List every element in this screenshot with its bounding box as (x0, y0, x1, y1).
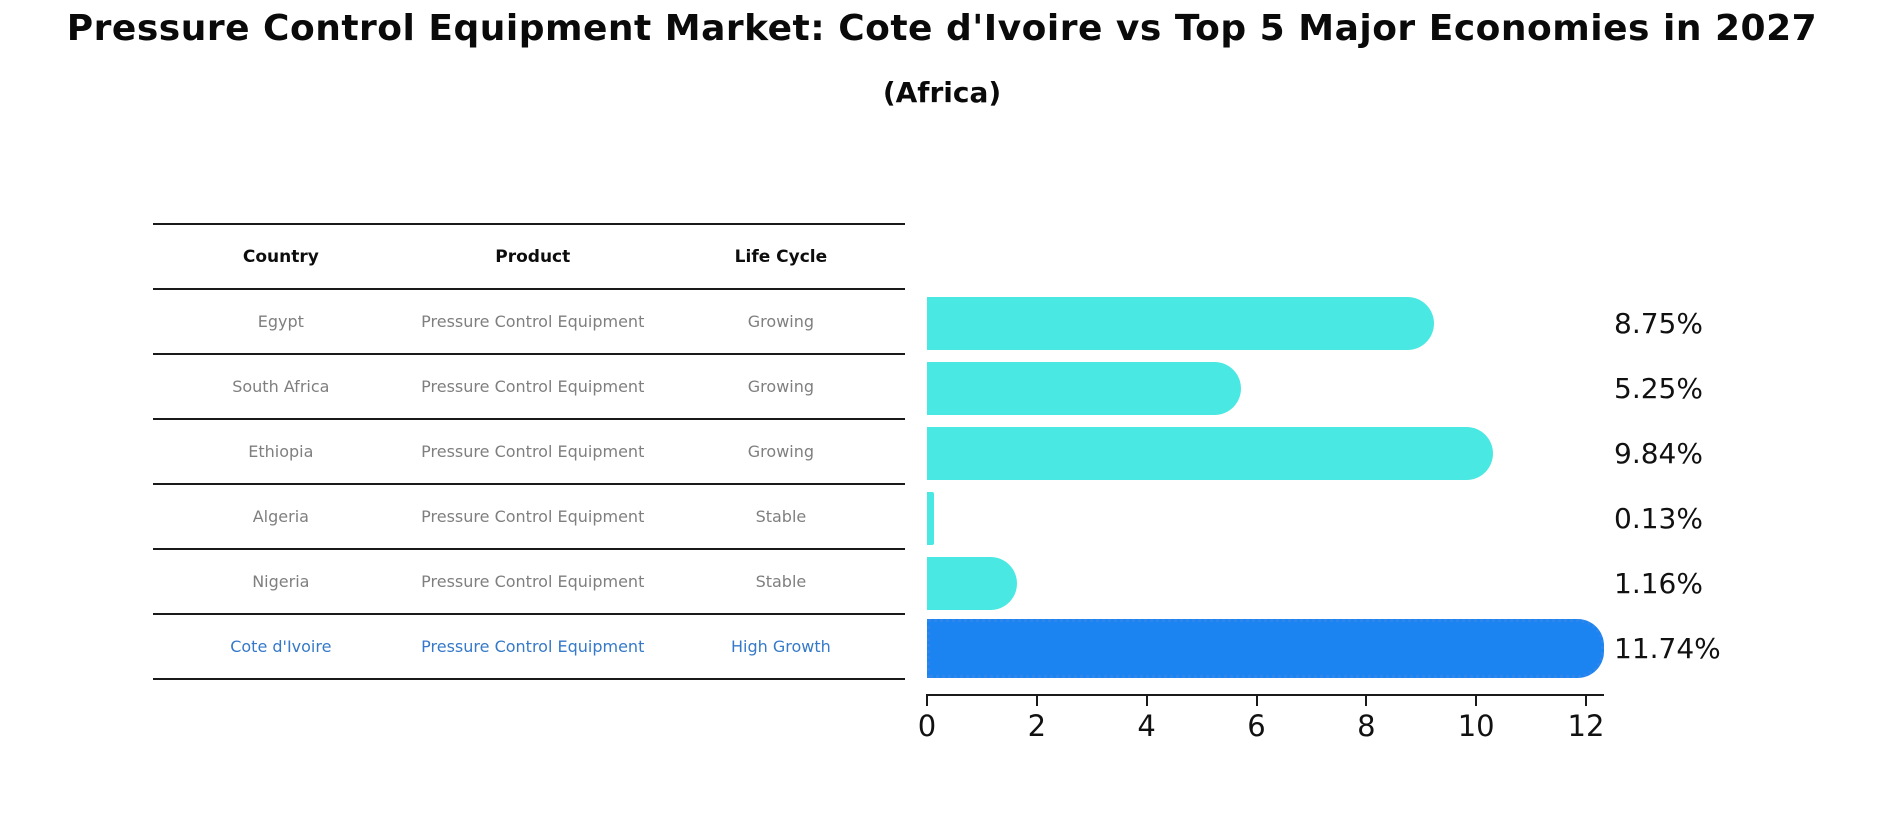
cell-product: Pressure Control Equipment (421, 507, 645, 526)
cell-life-cycle: Growing (747, 377, 815, 396)
table-header-row: Country Product Life Cycle (153, 223, 905, 288)
cell-life-cycle: Growing (747, 312, 815, 331)
bar-value-label: 9.84% (1614, 437, 1703, 470)
x-axis-tick-label: 0 (917, 709, 937, 743)
header-country: Country (242, 246, 319, 267)
x-axis-tick (1585, 696, 1587, 706)
bar-value-label: 1.16% (1614, 567, 1703, 600)
table-row: Cote d'Ivoire Pressure Control Equipment… (153, 613, 905, 678)
bar-value-label: 11.74% (1614, 632, 1721, 665)
bar (927, 492, 935, 545)
chart-title: Pressure Control Equipment Market: Cote … (66, 8, 1818, 49)
x-axis-tick (1365, 696, 1368, 706)
table-row: Egypt Pressure Control Equipment Growing (153, 288, 905, 353)
bar (927, 362, 1242, 415)
cell-life-cycle: Growing (747, 442, 815, 461)
x-axis-tick (1475, 696, 1478, 706)
cell-life-cycle: Stable (755, 572, 807, 591)
cell-product: Pressure Control Equipment (421, 572, 645, 591)
x-axis-tick-label: 8 (1357, 709, 1376, 743)
x-axis-tick (926, 696, 928, 706)
bar-value-label: 8.75% (1614, 307, 1703, 340)
x-axis-tick-label: 12 (1567, 709, 1605, 743)
table-row: Algeria Pressure Control Equipment Stabl… (153, 483, 905, 548)
cell-country: Nigeria (252, 572, 310, 591)
table-row: Ethiopia Pressure Control Equipment Grow… (153, 418, 905, 483)
header-life-cycle: Life Cycle (734, 246, 828, 267)
bar (927, 619, 1604, 678)
bar (927, 297, 1434, 350)
header-product: Product (495, 246, 571, 267)
x-axis-tick-label: 10 (1457, 709, 1495, 743)
cell-product: Pressure Control Equipment (421, 442, 645, 461)
cell-country: Egypt (257, 312, 304, 331)
bar-value-label: 5.25% (1614, 372, 1703, 405)
x-axis-tick (1035, 696, 1038, 706)
table-row: South Africa Pressure Control Equipment … (153, 353, 905, 418)
bar-value-label: 0.13% (1614, 502, 1703, 535)
x-axis-tick-label: 6 (1247, 709, 1266, 743)
cell-life-cycle: Stable (755, 507, 807, 526)
cell-country: Ethiopia (248, 442, 314, 461)
bar (927, 427, 1494, 480)
x-axis-tick (1255, 696, 1258, 706)
cell-product: Pressure Control Equipment (421, 637, 645, 656)
x-axis-line (926, 694, 1604, 696)
table-row: Nigeria Pressure Control Equipment Stabl… (153, 548, 905, 613)
x-axis-tick-label: 4 (1137, 709, 1156, 743)
country-table: Country Product Life Cycle Egypt Pressur… (153, 223, 905, 680)
cell-country: Algeria (252, 507, 309, 526)
cell-country: Cote d'Ivoire (230, 637, 332, 656)
cell-product: Pressure Control Equipment (421, 312, 645, 331)
bar (927, 557, 1017, 610)
cell-country: South Africa (232, 377, 330, 396)
x-axis-tick (1145, 696, 1148, 706)
x-axis-tick-label: 2 (1027, 709, 1047, 743)
cell-product: Pressure Control Equipment (421, 377, 645, 396)
chart-subtitle: (Africa) (882, 76, 1002, 109)
cell-life-cycle: High Growth (731, 637, 831, 656)
